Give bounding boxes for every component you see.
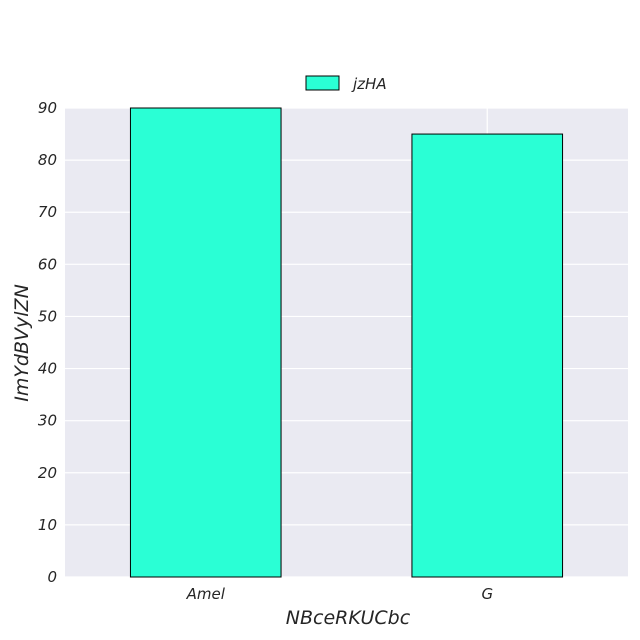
y-tick-label: 10 [38, 516, 57, 534]
y-tick-label: 30 [38, 412, 57, 430]
y-tick-labels: 0 10 20 30 40 50 60 70 80 90 [38, 99, 57, 586]
y-tick-label: 0 [47, 568, 57, 586]
y-tick-label: 20 [38, 464, 57, 482]
legend: jzHA [305, 75, 387, 93]
legend-swatch [305, 75, 340, 91]
legend-label: jzHA [351, 75, 387, 93]
x-tick-labels: Amel G [186, 585, 493, 603]
x-tick-label: Amel [186, 585, 226, 603]
bars [129, 107, 564, 578]
x-axis-label: NBceRKUCbc [286, 607, 411, 629]
y-axis-label: ImYdBVylZN [11, 284, 33, 402]
y-tick-label: 90 [38, 99, 57, 117]
y-tick-label: 70 [38, 203, 57, 221]
bar-amel [129, 107, 282, 578]
y-tick-label: 40 [38, 360, 57, 378]
y-tick-label: 80 [38, 151, 57, 169]
y-tick-label: 60 [38, 255, 57, 273]
bar-g [411, 133, 564, 578]
x-tick-label: G [481, 585, 493, 603]
y-tick-label: 50 [38, 307, 57, 325]
